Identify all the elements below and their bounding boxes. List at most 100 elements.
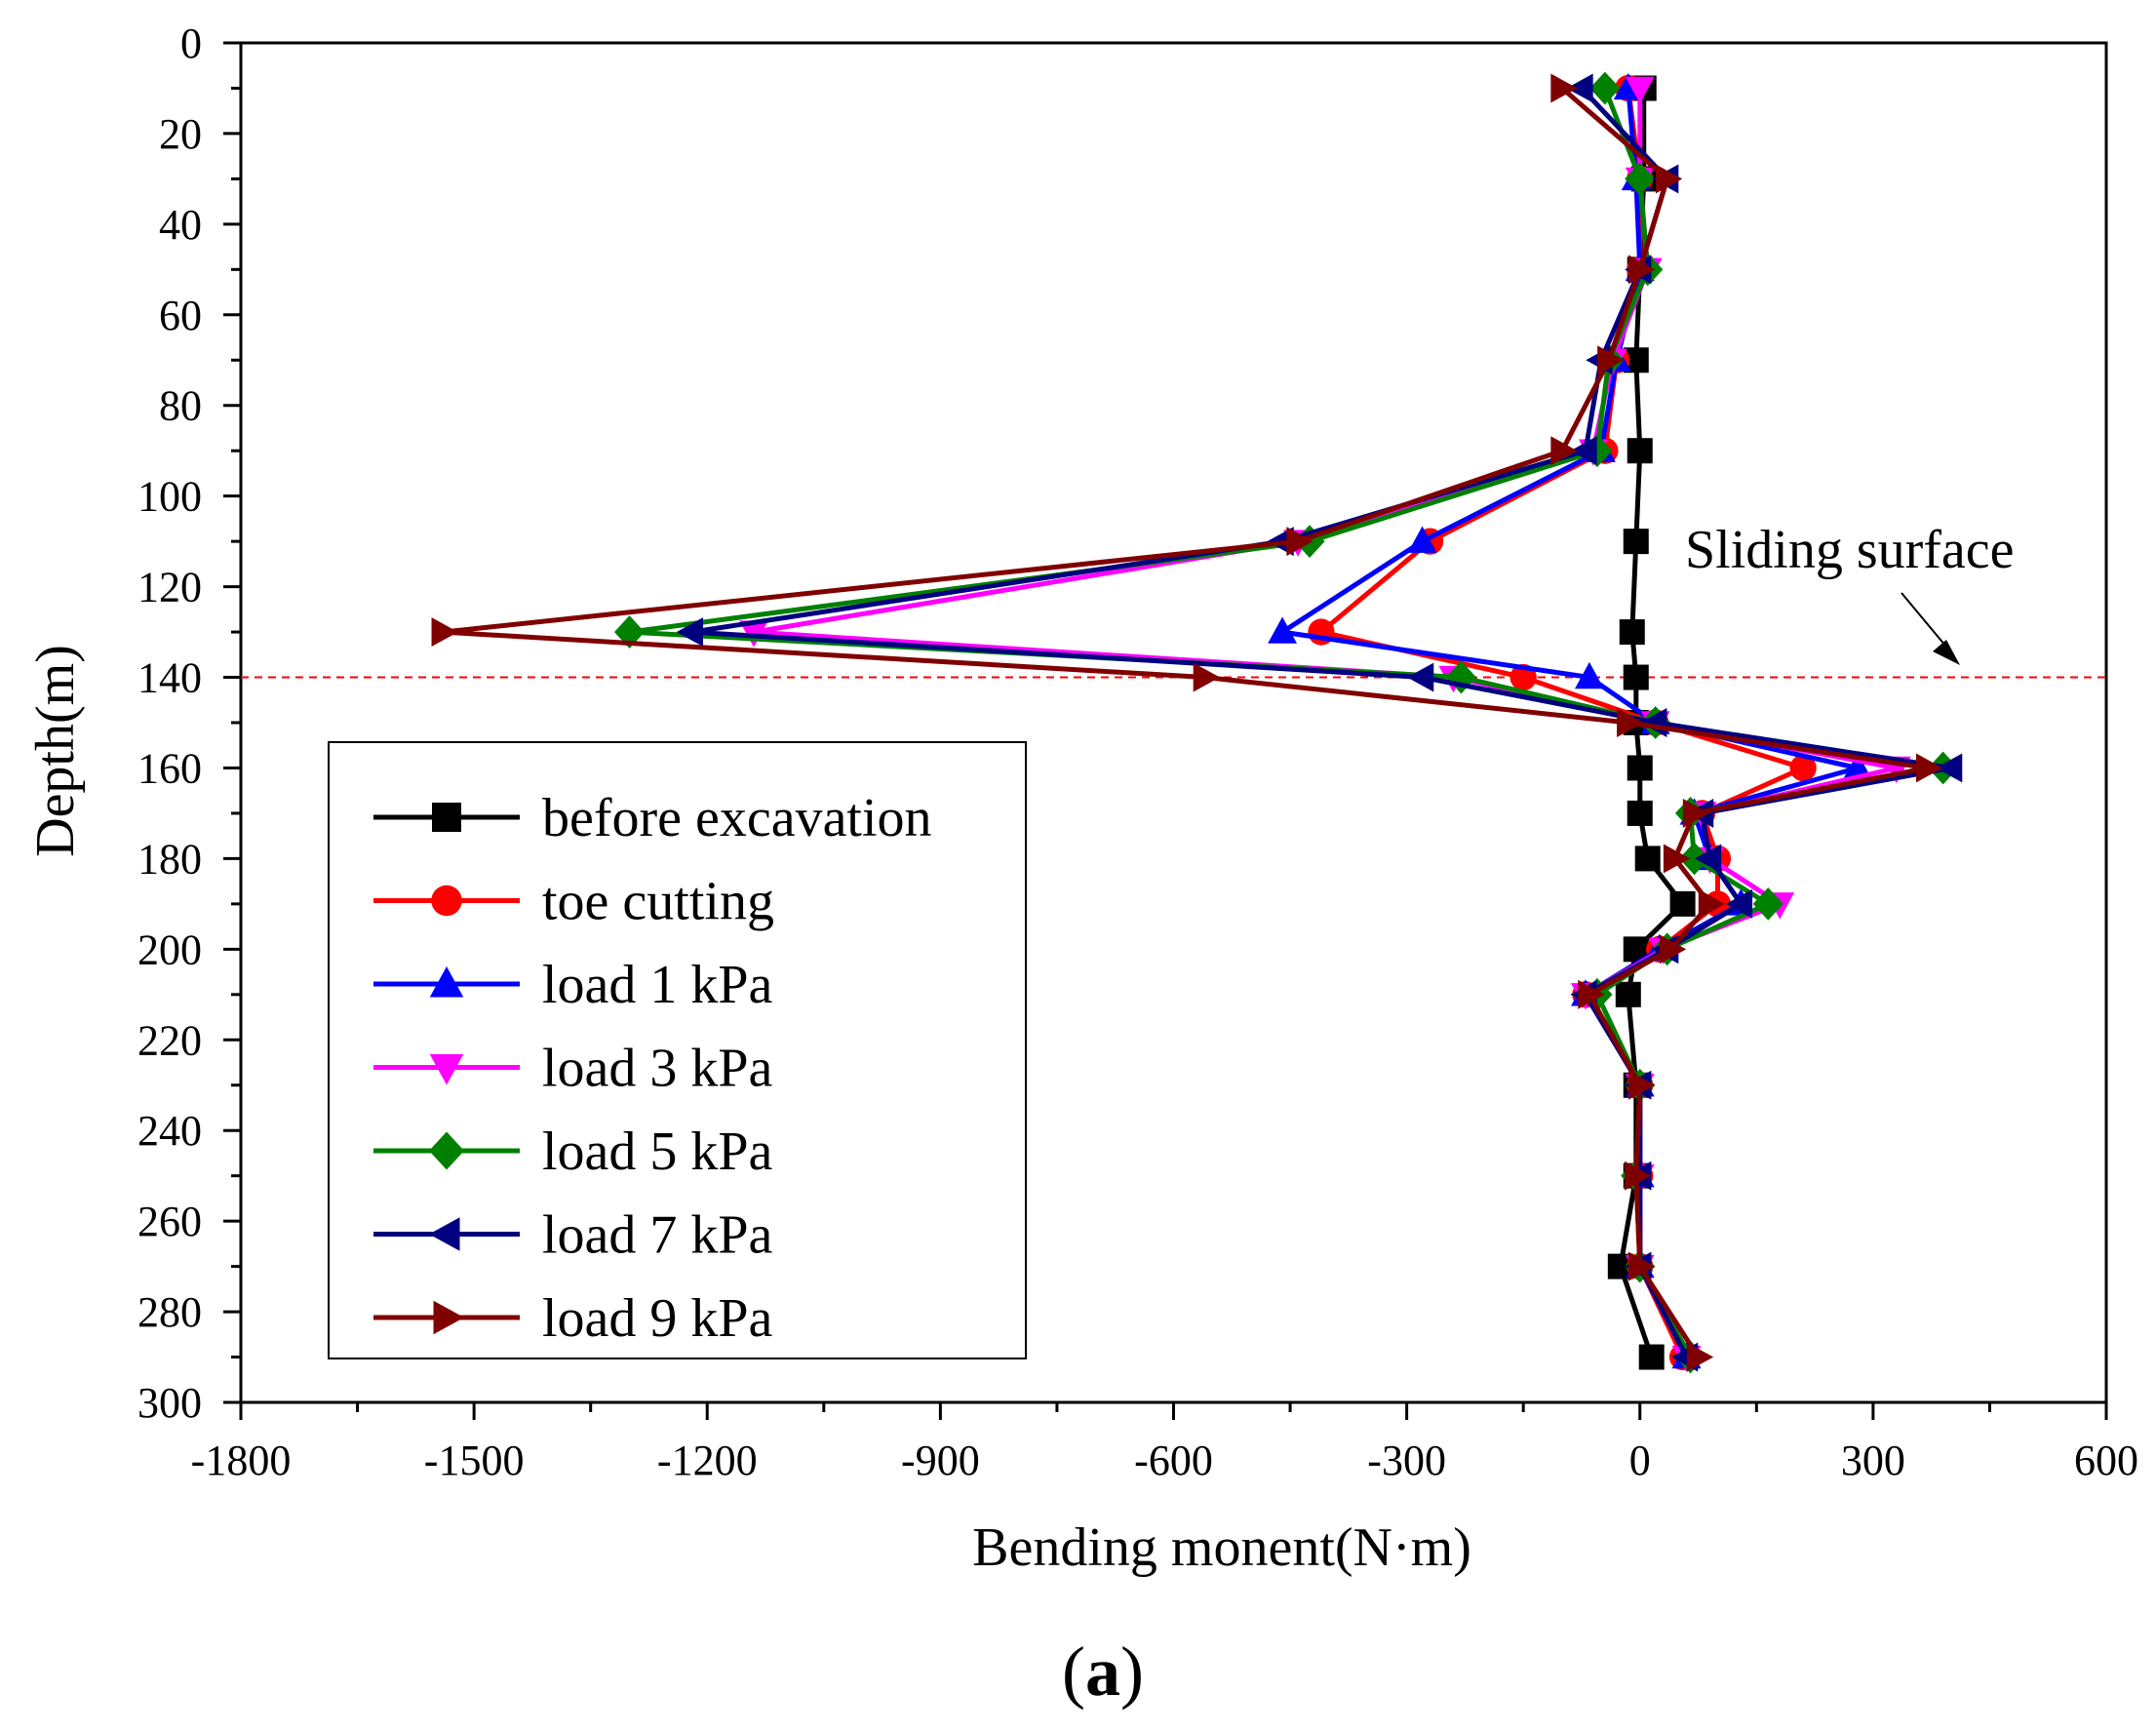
legend-item-toe-cutting: toe cutting <box>373 872 774 932</box>
data-point-load-7-kpa <box>1406 662 1434 692</box>
series-line-toe-cutting <box>1318 88 1806 1358</box>
y-tick-label: 160 <box>137 744 202 792</box>
data-point-load-9-kpa <box>1682 798 1710 828</box>
sliding-surface-arrow-shaft <box>1901 592 1951 652</box>
legend-swatch-marker <box>432 803 461 832</box>
legend-label: toe cutting <box>542 872 774 932</box>
data-point-load-9-kpa <box>1193 662 1220 692</box>
data-point-before-excavation <box>1623 664 1649 690</box>
data-point-load-1-kpa <box>1842 752 1872 780</box>
x-tick-label: 600 <box>2074 1437 2138 1484</box>
x-tick-label: 0 <box>1629 1437 1651 1484</box>
y-tick-label: 260 <box>137 1198 202 1245</box>
data-point-load-9-kpa <box>1698 888 1726 919</box>
legend-swatch-marker <box>429 1131 464 1170</box>
data-point-load-9-kpa <box>1550 73 1578 103</box>
data-point-load-7-kpa <box>1566 73 1593 103</box>
legend-item-load-9-kpa: load 9 kPa <box>373 1288 773 1349</box>
y-tick-label: 80 <box>159 382 202 430</box>
data-point-before-excavation <box>1627 755 1653 781</box>
x-axis-title: Bending monent(N·m) <box>972 1517 1471 1578</box>
data-point-load-9-kpa <box>1663 844 1691 874</box>
data-point-load-9-kpa <box>1655 164 1683 194</box>
data-point-load-9-kpa <box>431 617 458 648</box>
y-tick-label: 180 <box>137 835 202 883</box>
legend-item-before-excavation: before excavation <box>373 788 932 848</box>
data-point-load-5-kpa <box>613 615 646 649</box>
legend-label: before excavation <box>542 788 932 848</box>
y-tick-label: 300 <box>137 1379 202 1427</box>
series-before-excavation <box>1607 75 1696 1370</box>
panel-open-paren: ( <box>1062 1633 1085 1711</box>
legend-swatch-marker <box>429 1054 464 1085</box>
y-tick-label: 20 <box>159 110 202 158</box>
panel-label: (a) <box>1062 1633 1144 1711</box>
data-point-before-excavation <box>1619 619 1645 646</box>
data-point-load-9-kpa <box>1628 255 1656 285</box>
panel-close-paren: ) <box>1120 1633 1144 1711</box>
series-line-load-1-kpa <box>1279 88 1861 1358</box>
data-point-before-excavation <box>1627 800 1653 826</box>
data-point-load-7-kpa <box>1694 844 1722 874</box>
data-point-load-3-kpa <box>1625 76 1655 104</box>
y-tick-label: 100 <box>137 473 202 521</box>
data-point-load-9-kpa <box>1597 345 1625 375</box>
legend-swatch-marker <box>429 966 464 998</box>
data-point-load-9-kpa <box>1628 1251 1656 1281</box>
data-point-load-1-kpa <box>1268 616 1298 644</box>
series-load-1-kpa <box>1268 72 1872 1369</box>
data-point-load-9-kpa <box>1625 1161 1652 1191</box>
x-tick-label: -1200 <box>657 1437 758 1484</box>
sliding-surface-arrow-head <box>1933 640 1960 665</box>
x-tick-label: -300 <box>1367 1437 1446 1484</box>
data-point-load-9-kpa <box>1617 708 1644 737</box>
data-point-load-1-kpa <box>1574 661 1604 689</box>
legend-item-load-5-kpa: load 5 kPa <box>373 1122 773 1182</box>
y-tick-label: 200 <box>137 925 202 973</box>
data-point-before-excavation <box>1669 890 1696 917</box>
data-point-load-9-kpa <box>1286 527 1313 557</box>
sliding-surface-label: Sliding surface <box>1685 520 2014 580</box>
y-tick-label: 0 <box>180 20 202 67</box>
legend-label: load 5 kPa <box>542 1122 773 1182</box>
data-point-load-5-kpa <box>1625 162 1656 196</box>
y-tick-label: 280 <box>137 1288 202 1336</box>
data-point-before-excavation <box>1638 1344 1665 1370</box>
legend-label: load 7 kPa <box>542 1205 773 1266</box>
legend-swatch-marker <box>433 1300 464 1335</box>
data-point-load-9-kpa <box>1578 979 1605 1009</box>
series-group <box>431 71 1963 1374</box>
data-point-load-7-kpa <box>1570 436 1597 466</box>
data-point-before-excavation <box>1615 981 1641 1007</box>
data-point-load-5-kpa <box>1678 842 1710 876</box>
data-point-load-7-kpa <box>1725 888 1753 919</box>
legend-label: load 1 kPa <box>542 955 773 1015</box>
data-point-load-1-kpa <box>1407 526 1437 553</box>
y-tick-label: 60 <box>159 292 202 339</box>
y-axis-title: Depth(m) <box>25 645 86 857</box>
legend-item-load-3-kpa: load 3 kPa <box>373 1039 773 1099</box>
data-point-before-excavation <box>1623 529 1649 555</box>
data-point-toe-cutting <box>1789 754 1817 782</box>
data-point-load-9-kpa <box>1628 1070 1656 1100</box>
series-toe-cutting <box>1308 74 1817 1371</box>
data-point-before-excavation <box>1634 846 1661 872</box>
y-tick-label: 120 <box>137 564 202 611</box>
legend-swatch-marker <box>431 885 462 917</box>
data-point-load-5-kpa <box>1582 434 1613 468</box>
legend-label: load 9 kPa <box>542 1288 773 1349</box>
data-point-load-9-kpa <box>1915 753 1943 783</box>
x-tick-label: 300 <box>1841 1437 1905 1484</box>
x-tick-label: -600 <box>1134 1437 1213 1484</box>
legend-swatch-marker <box>429 1217 460 1251</box>
x-tick-label: -1800 <box>191 1437 292 1484</box>
data-point-load-9-kpa <box>1686 1342 1714 1372</box>
data-point-load-7-kpa <box>676 617 704 648</box>
series-load-9-kpa <box>431 73 1943 1372</box>
y-tick-label: 220 <box>137 1016 202 1064</box>
legend-item-load-7-kpa: load 7 kPa <box>373 1205 773 1266</box>
data-point-before-excavation <box>1627 438 1653 464</box>
data-point-load-9-kpa <box>1550 436 1578 466</box>
data-point-load-9-kpa <box>1659 934 1687 964</box>
